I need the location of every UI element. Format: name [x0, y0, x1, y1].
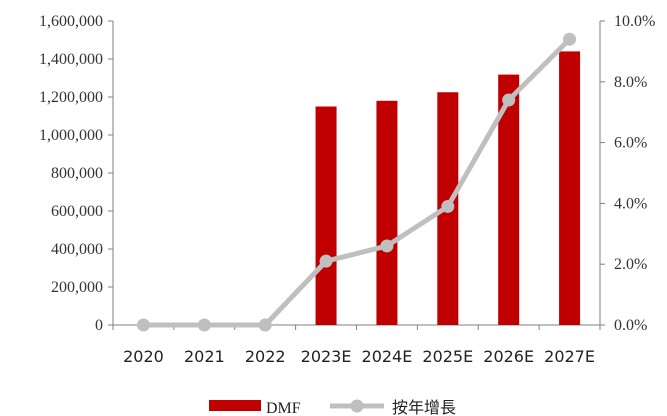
growth-point — [563, 32, 577, 46]
growth-point — [197, 318, 211, 332]
y-left-tick-label: 400,000 — [51, 241, 103, 258]
y-right-tick-label: 0.0% — [614, 317, 647, 334]
x-tick-label: 2023E — [301, 347, 352, 366]
growth-point — [441, 199, 455, 213]
growth-point — [136, 318, 150, 332]
bar-series-dmf — [315, 51, 581, 326]
growth-point — [380, 239, 394, 253]
y-right-tick-label: 4.0% — [614, 195, 647, 212]
line-series-growth — [136, 32, 577, 332]
y-left-tick-label: 1,000,000 — [39, 127, 103, 144]
y-left-tick-label: 600,000 — [51, 203, 103, 220]
x-tick-label: 2025E — [422, 347, 473, 366]
bar-dmf — [315, 106, 337, 325]
y-left-tick-label: 1,400,000 — [39, 51, 103, 68]
x-tick-label: 2026E — [483, 347, 534, 366]
x-tick-label: 2021 — [184, 347, 225, 366]
x-tick-label: 2022 — [245, 347, 286, 366]
growth-point — [319, 254, 333, 268]
legend-swatch-growth-marker — [350, 399, 364, 413]
y-right-tick-label: 6.0% — [614, 135, 647, 152]
y-right-tick-label: 10.0% — [614, 13, 655, 30]
growth-point — [258, 318, 272, 332]
growth-line — [143, 37, 572, 328]
bar-dmf — [559, 51, 581, 326]
x-tick-label: 2020 — [123, 347, 164, 366]
bar-dmf — [376, 100, 398, 325]
y-left-tick-label: 1,200,000 — [39, 89, 103, 106]
y-left-tick-label: 200,000 — [51, 279, 103, 296]
axes: 0 200,000 400,000 600,000 800,000 1,000,000 1,… — [39, 13, 655, 366]
y-left-tick-label: 800,000 — [51, 165, 103, 182]
bar-dmf — [498, 74, 520, 325]
x-tick-label: 2024E — [362, 347, 413, 366]
y-right-tick-label: 2.0% — [614, 256, 647, 273]
growth-point — [502, 93, 516, 107]
y-left-tick-label: 1,600,000 — [39, 13, 103, 30]
y-left-tick-label: 0 — [95, 317, 103, 334]
legend-swatch-dmf — [209, 400, 261, 411]
legend-label-dmf: DMF — [266, 400, 301, 416]
y-right-tick-label: 8.0% — [614, 74, 647, 91]
legend-label-growth: 按年增長 — [392, 398, 456, 416]
legend: DMF 按年增長 — [209, 398, 456, 416]
x-tick-label: 2027E — [544, 347, 595, 366]
